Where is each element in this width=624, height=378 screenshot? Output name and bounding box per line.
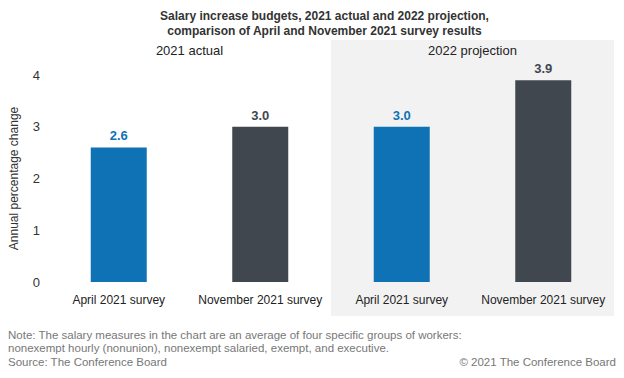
svg-text:nonexempt hourly (nonunion), n: nonexempt hourly (nonunion), nonexempt s… — [8, 342, 389, 354]
svg-text:April 2021 survey: April 2021 survey — [355, 293, 448, 307]
svg-text:3: 3 — [33, 119, 40, 134]
svg-text:November 2021 survey: November 2021 survey — [198, 293, 322, 307]
svg-text:0: 0 — [33, 275, 40, 290]
svg-text:Source: The Conference Board: Source: The Conference Board — [8, 356, 167, 368]
svg-text:2: 2 — [33, 171, 40, 186]
svg-text:Salary increase budgets, 2021: Salary increase budgets, 2021 actual and… — [160, 9, 489, 23]
svg-text:3.9: 3.9 — [534, 61, 552, 76]
svg-text:Note: The salary measures in t: Note: The salary measures in the chart a… — [8, 329, 462, 341]
svg-text:2021 actual: 2021 actual — [156, 43, 223, 58]
svg-text:2022 projection: 2022 projection — [428, 43, 517, 58]
svg-text:3.0: 3.0 — [251, 108, 269, 123]
svg-text:3.0: 3.0 — [393, 108, 411, 123]
svg-text:4: 4 — [33, 68, 40, 83]
svg-text:comparison of April and Novemb: comparison of April and November 2021 su… — [167, 24, 482, 38]
svg-text:April 2021 survey: April 2021 survey — [72, 293, 165, 307]
svg-text:Annual percentage change: Annual percentage change — [7, 106, 21, 250]
svg-text:2.6: 2.6 — [110, 128, 128, 143]
svg-text:© 2021 The Conference Board: © 2021 The Conference Board — [459, 356, 616, 368]
svg-text:1: 1 — [33, 223, 40, 238]
svg-text:November 2021 survey: November 2021 survey — [481, 293, 605, 307]
